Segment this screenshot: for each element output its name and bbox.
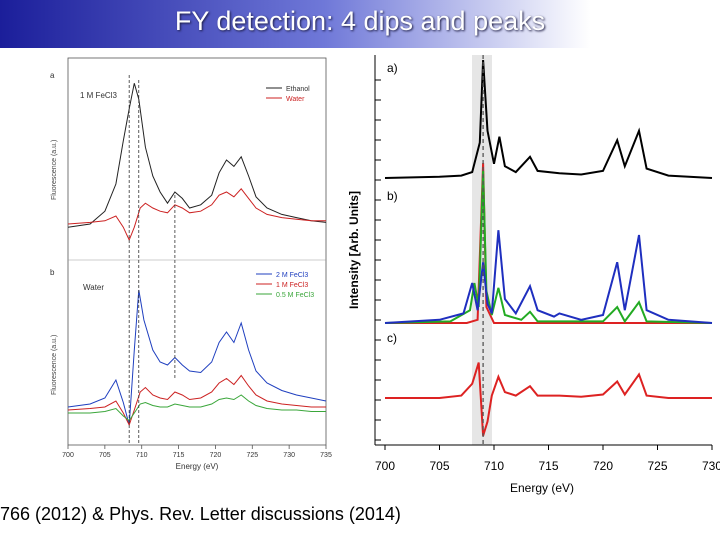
left-b-plot: [67, 289, 327, 427]
right-figure: a) b) c) Intensity [Arb. Units] 700 705 71…: [347, 55, 720, 495]
right-sub1-series-0: [385, 162, 712, 324]
left-xtick-label-2: 710: [136, 452, 148, 459]
right-sub1-series-2: [384, 230, 713, 324]
right-xtick-label-3: 715: [538, 459, 558, 473]
left-xtick-label-4: 720: [210, 452, 222, 459]
right-xtick-label-5: 725: [647, 459, 667, 473]
left-b-series-1: [67, 374, 326, 427]
left-b-legend: 2 M FeCl3 1 M FeCl3 0.5 M FeCl3: [256, 272, 314, 299]
left-reference-lines: [128, 75, 176, 445]
left-a-legend-label-0: Ethanol: [286, 86, 310, 93]
left-xtick-label-6: 730: [283, 452, 295, 459]
left-a-legend-label-1: Water: [286, 96, 305, 103]
title-bar: [0, 0, 720, 48]
right-sub2-series-0: [385, 362, 712, 437]
left-a-annotation: 1 M FeCl3: [80, 91, 117, 100]
left-xtick-label-0: 700: [62, 452, 74, 459]
left-xtick-label-3: 715: [173, 452, 185, 459]
left-a-series-1: [67, 188, 326, 242]
right-sub0-series-0: [384, 59, 713, 179]
right-plot: [384, 59, 713, 437]
left-plot-frame: [67, 57, 327, 446]
left-figure: a 1 M FeCl3 Fluorescence (a.u.) Ethanol W…: [50, 57, 332, 471]
left-a-plot: [67, 83, 327, 242]
right-y-ticks: [375, 79, 381, 441]
right-c-letter: c): [387, 331, 397, 345]
left-b-ylabel: Fluorescence (a.u.): [51, 335, 58, 395]
left-a-series-0: [67, 83, 327, 228]
slide-title: FY detection: 4 dips and peaks: [174, 6, 546, 36]
left-b-legend-label-0: 2 M FeCl3: [276, 272, 308, 279]
right-xtick-label-2: 710: [484, 459, 504, 473]
right-xtick-label-0: 700: [375, 459, 395, 473]
left-b-letter: b: [50, 268, 55, 277]
left-xtick-label-5: 725: [246, 452, 258, 459]
right-x-label: Energy (eV): [510, 481, 574, 495]
right-xtick-label-1: 705: [429, 459, 449, 473]
left-x-label: Energy (eV): [176, 462, 219, 471]
left-a-legend: Ethanol Water: [266, 86, 310, 103]
right-y-label: Intensity [Arb. Units]: [347, 191, 361, 309]
left-b-legend-label-1: 1 M FeCl3: [276, 282, 308, 289]
left-b-annotation: Water: [83, 283, 104, 292]
left-xtick-label-1: 705: [99, 452, 111, 459]
footer-citation: 766 (2012) & Phys. Rev. Letter discussio…: [0, 504, 401, 524]
left-a-letter: a: [50, 71, 55, 80]
left-xtick-label-7: 735: [320, 452, 332, 459]
left-b-series-0: [67, 289, 327, 426]
left-a-ylabel: Fluorescence (a.u.): [51, 140, 58, 200]
right-sub1-series-1: [384, 170, 713, 324]
right-b-letter: b): [387, 189, 398, 203]
right-a-letter: a): [387, 61, 398, 75]
right-highlight-band: [472, 55, 492, 445]
left-x-ticks: 700 705 710 715 720 725 730 735: [62, 445, 332, 459]
left-b-legend-label-2: 0.5 M FeCl3: [276, 292, 314, 299]
right-x-ticks: 700 705 710 715 720 725 730: [375, 445, 720, 473]
right-xtick-label-4: 720: [593, 459, 613, 473]
right-xtick-label-6: 730: [702, 459, 720, 473]
left-b-series-2: [68, 394, 326, 422]
